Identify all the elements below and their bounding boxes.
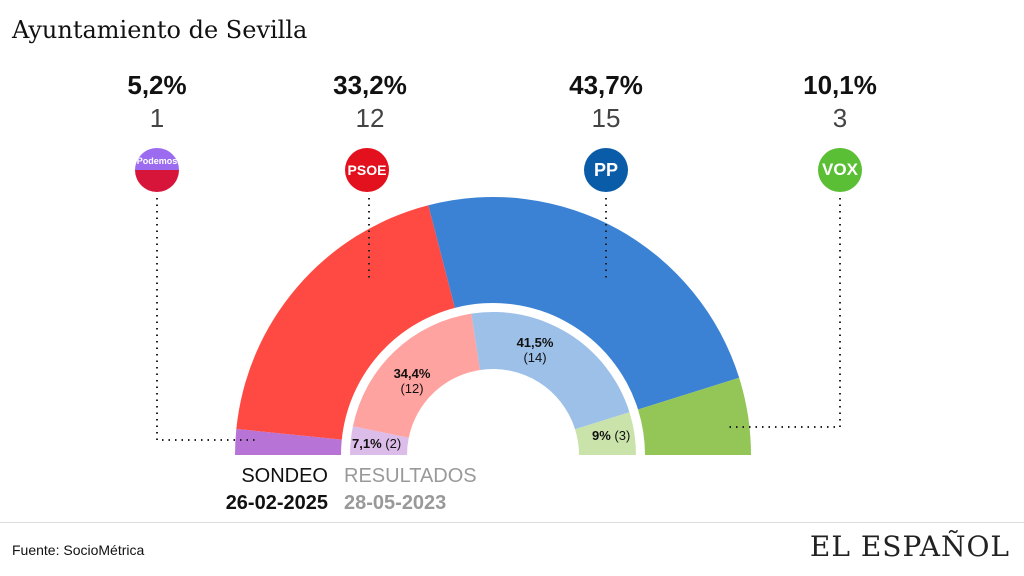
source-note: Fuente: SocioMétrica <box>12 542 145 558</box>
divider <box>0 522 1024 523</box>
header-pp: 43,7% 15 <box>546 70 666 134</box>
seats-label: 1 <box>149 103 165 133</box>
psoe-logo: PSOE <box>345 148 389 192</box>
sondeo-segment-pp <box>428 197 740 410</box>
sondeo-segment-podemos-iu <box>235 428 342 455</box>
seats-label: 12 <box>355 103 385 133</box>
resultados-segment-pp <box>471 312 630 430</box>
inner-label-podemos: 7,1% (2) <box>352 436 402 451</box>
header-podemos: 5,2% 1 <box>97 70 217 134</box>
leader-line-podemos <box>156 198 255 441</box>
resultados-segment-podemos-iu <box>350 426 409 455</box>
seats-label: 15 <box>591 103 621 133</box>
vox-logo: VOX <box>818 148 862 192</box>
sondeo-legend: SONDEO 26-02-2025 <box>225 465 328 514</box>
podemos-logo: Podemos <box>135 148 179 192</box>
resultados-segment-vox <box>575 412 636 455</box>
resultados-legend: RESULTADOS 28-05-2023 <box>344 465 477 514</box>
sondeo-segment-vox <box>638 377 751 455</box>
resultados-segment-psoe <box>352 313 480 438</box>
inner-label-pp: 41,5% (14) <box>516 335 554 365</box>
brand-logo: EL ESPAÑOL <box>809 530 1010 563</box>
pct-label: 5,2% <box>127 70 187 100</box>
pct-label: 10,1% <box>803 70 877 100</box>
leader-lines <box>156 198 841 441</box>
pp-logo: PP <box>584 148 628 192</box>
leader-line-vox <box>725 198 841 428</box>
inner-label-psoe: 34,4% (12) <box>393 366 431 396</box>
header-vox: 10,1% 3 <box>780 70 900 134</box>
header-psoe: 33,2% 12 <box>310 70 430 134</box>
inner-label-vox: 9% (3) <box>592 428 631 443</box>
pct-label: 43,7% <box>569 70 643 100</box>
sondeo-segment-psoe <box>236 205 455 440</box>
chart-title: Ayuntamiento de Sevilla <box>12 16 308 44</box>
seats-label: 3 <box>832 103 848 133</box>
pct-label: 33,2% <box>333 70 407 100</box>
